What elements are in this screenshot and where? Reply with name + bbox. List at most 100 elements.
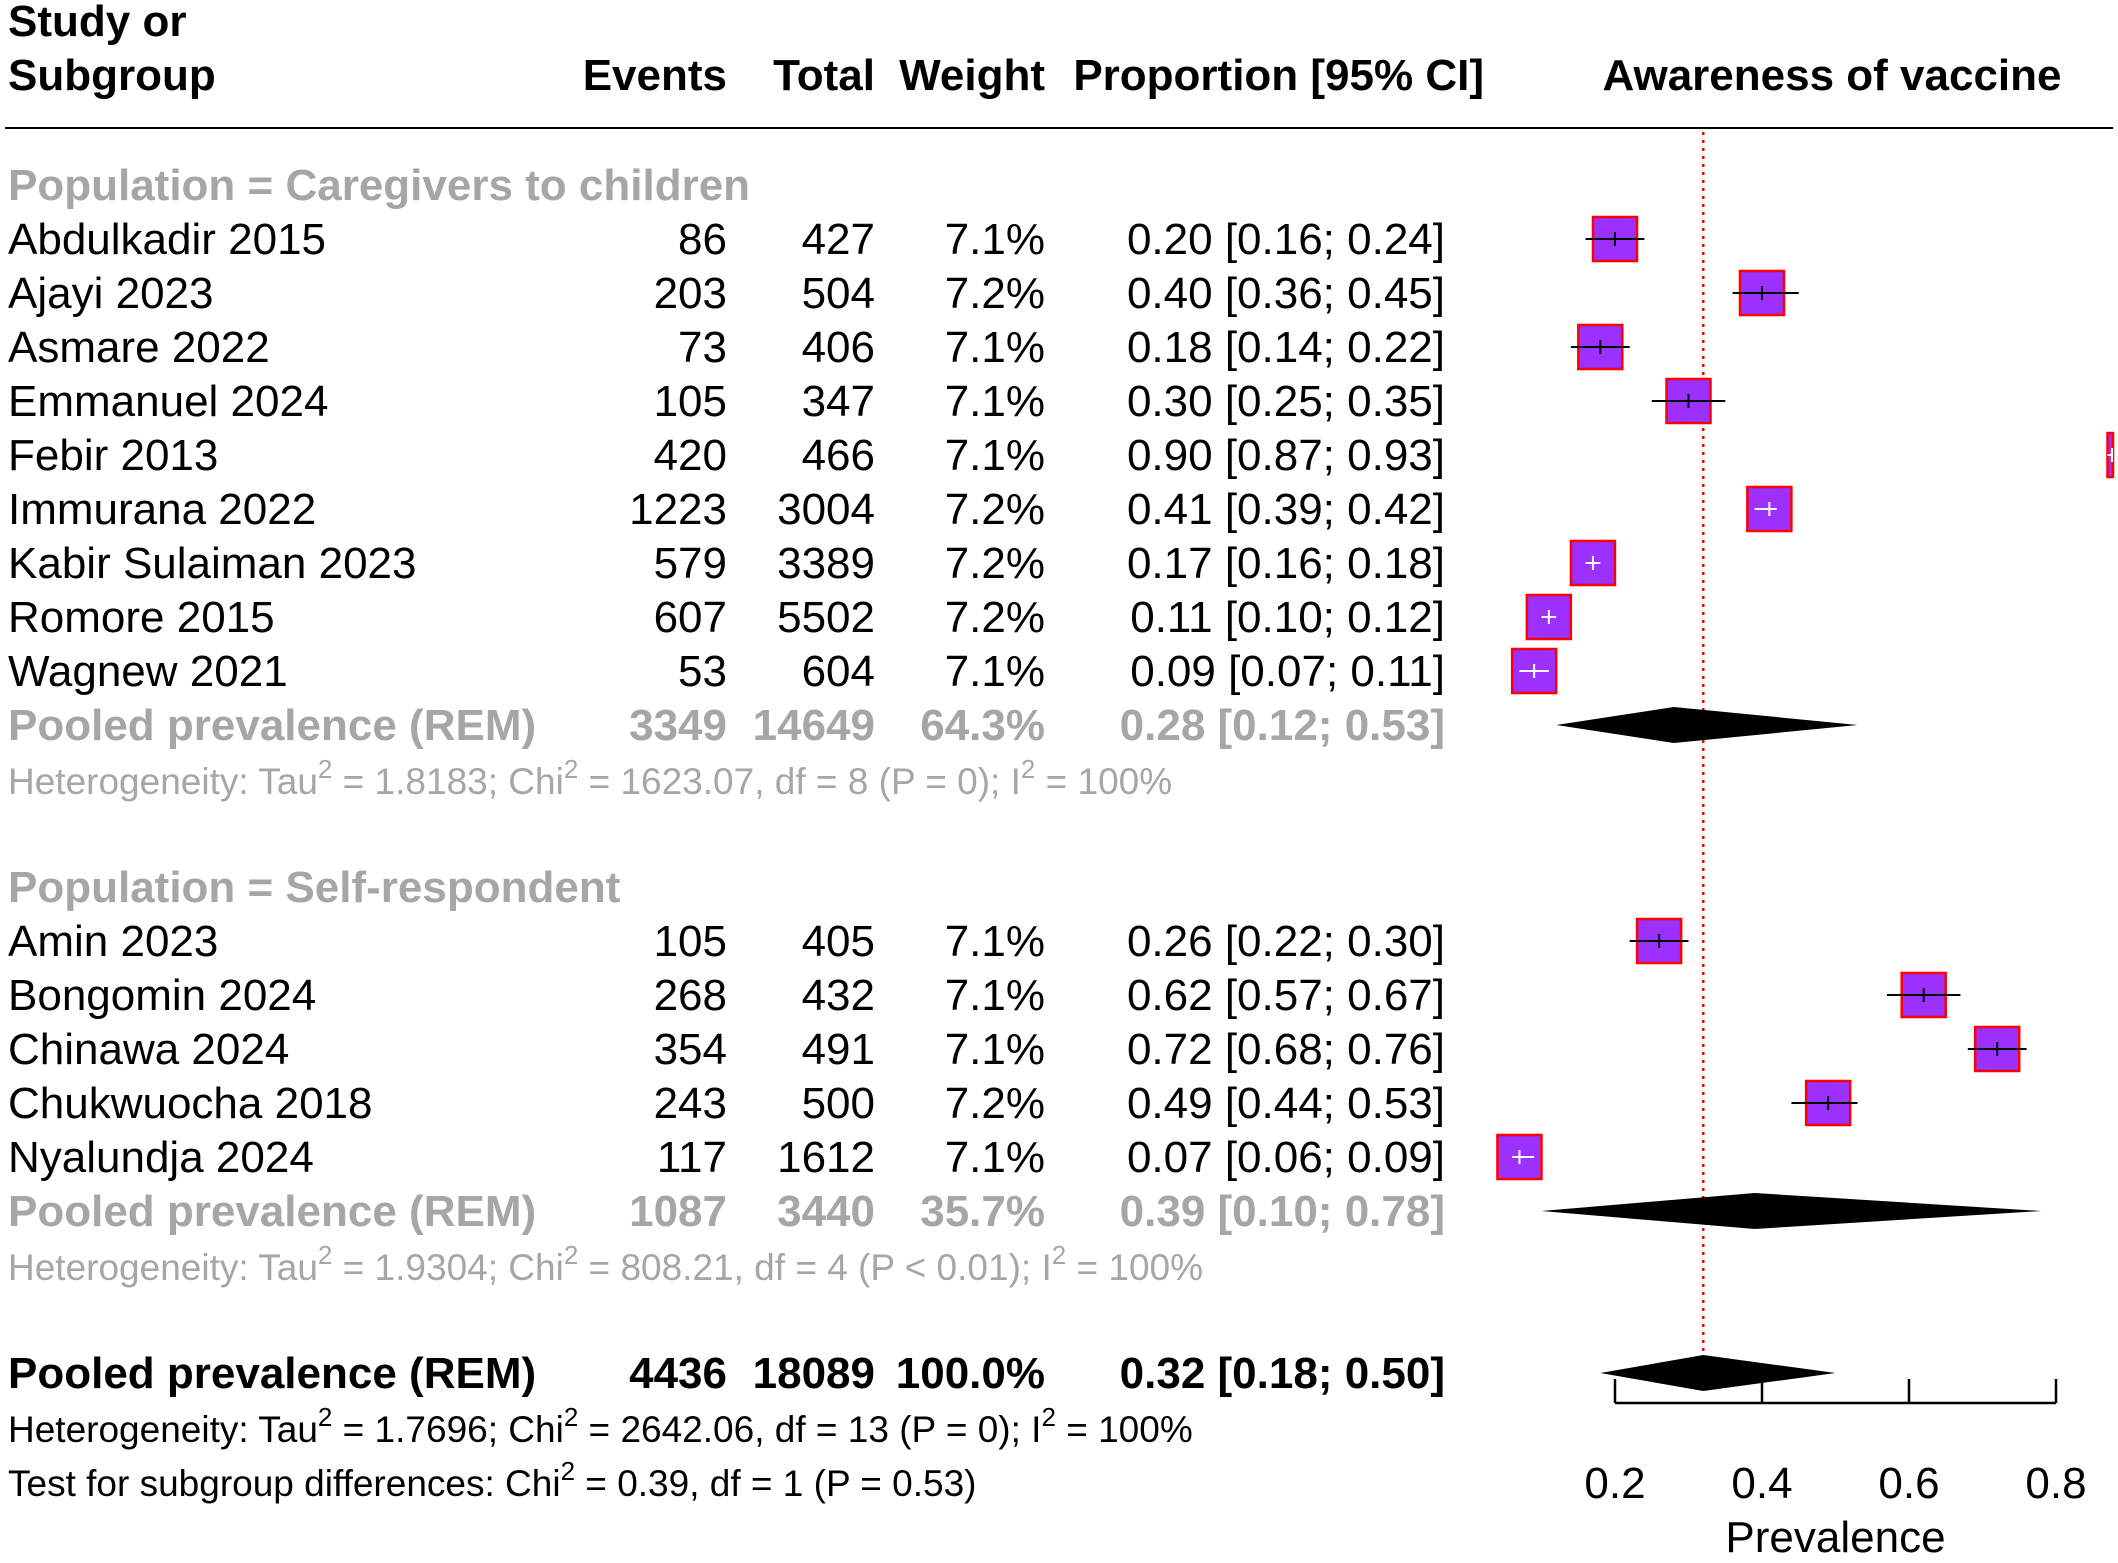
x-tick-label-1: 0.4 (1731, 1459, 1792, 1508)
pooled-1-diamond (1541, 1193, 2042, 1229)
study-0-5-ci-text: 0.41 [0.39; 0.42] (1127, 485, 1445, 534)
study-0-3-ci-text: 0.30 [0.25; 0.35] (1127, 377, 1445, 426)
header-proportion: Proportion [95% CI] (1073, 51, 1484, 100)
study-0-6-name: Kabir Sulaiman 2023 (8, 539, 416, 588)
study-1-1-events: 268 (654, 971, 727, 1020)
study-0-6-square (1569, 539, 1617, 587)
heterogeneity-0: Heterogeneity: Tau2 = 1.8183; Chi2 = 162… (8, 754, 1172, 802)
study-0-0-events: 86 (678, 215, 727, 264)
study-0-3-weight: 7.1% (945, 377, 1045, 426)
x-tick-label-2: 0.6 (1878, 1459, 1939, 1508)
study-0-8-total: 604 (802, 647, 875, 696)
subgroup-test: Test for subgroup differences: Chi2 = 0.… (8, 1456, 977, 1504)
overall-heterogeneity: Heterogeneity: Tau2 = 1.7696; Chi2 = 264… (8, 1402, 1193, 1450)
study-0-2-events: 73 (678, 323, 727, 372)
study-0-3-name: Emmanuel 2024 (8, 377, 328, 426)
study-0-8-name: Wagnew 2021 (8, 647, 288, 696)
study-0-3-events: 105 (654, 377, 727, 426)
study-1-4-events: 117 (657, 1133, 727, 1182)
study-0-4-ci-text: 0.90 [0.87; 0.93] (1127, 431, 1445, 480)
study-0-8-ci-text: 0.09 [0.07; 0.11] (1130, 647, 1445, 696)
overall-pooled-weight: 100.0% (896, 1349, 1045, 1398)
study-1-3-events: 243 (654, 1079, 727, 1128)
study-1-2-events: 354 (654, 1025, 727, 1074)
study-1-3-ci-text: 0.49 [0.44; 0.53] (1127, 1079, 1445, 1128)
pooled-0-total: 14649 (753, 701, 875, 750)
study-1-4-ci-text: 0.07 [0.06; 0.09] (1127, 1133, 1445, 1182)
study-0-1-name: Ajayi 2023 (8, 269, 213, 318)
study-0-1-weight: 7.2% (945, 269, 1045, 318)
study-0-8-events: 53 (678, 647, 727, 696)
study-0-5-name: Immurana 2022 (8, 485, 316, 534)
study-0-6-ci-text: 0.17 [0.16; 0.18] (1127, 539, 1445, 588)
study-0-0-total: 427 (802, 215, 875, 264)
pooled-1-weight: 35.7% (920, 1187, 1045, 1236)
study-0-7-events: 607 (654, 593, 727, 642)
study-0-4-name: Febir 2013 (8, 431, 218, 480)
study-0-4-events: 420 (654, 431, 727, 480)
study-0-7-weight: 7.2% (945, 593, 1045, 642)
study-0-5-events: 1223 (629, 485, 727, 534)
header-plot: Awareness of vaccine (1603, 51, 2062, 100)
study-1-2-weight: 7.1% (945, 1025, 1045, 1074)
header-total: Total (773, 51, 875, 100)
study-1-2-name: Chinawa 2024 (8, 1025, 289, 1074)
pooled-0-weight: 64.3% (920, 701, 1045, 750)
study-1-2-total: 491 (802, 1025, 875, 1074)
study-0-7-name: Romore 2015 (8, 593, 275, 642)
pooled-0-diamond (1556, 707, 1858, 743)
study-0-7-ci-text: 0.11 [0.10; 0.12] (1130, 593, 1445, 642)
study-0-2-weight: 7.1% (945, 323, 1045, 372)
pooled-1-ci-text: 0.39 [0.10; 0.78] (1120, 1187, 1445, 1236)
x-tick-label-0: 0.2 (1584, 1459, 1645, 1508)
pooled-0-label: Pooled prevalence (REM) (8, 701, 536, 750)
study-1-4-total: 1612 (777, 1133, 875, 1182)
study-1-4-weight: 7.1% (945, 1133, 1045, 1182)
pooled-1-label: Pooled prevalence (REM) (8, 1187, 536, 1236)
heterogeneity-1: Heterogeneity: Tau2 = 1.9304; Chi2 = 808… (8, 1240, 1203, 1288)
x-tick-label-3: 0.8 (2025, 1459, 2086, 1508)
study-0-6-events: 579 (654, 539, 727, 588)
x-axis-label: Prevalence (1725, 1513, 1945, 1562)
overall-pooled-events: 4436 (629, 1349, 727, 1398)
overall-pooled-total: 18089 (753, 1349, 875, 1398)
header-study-line1: Study or (8, 0, 186, 46)
subgroup-label-0: Population = Caregivers to children (8, 161, 750, 210)
study-0-4-total: 466 (802, 431, 875, 480)
pooled-0-events: 3349 (629, 701, 727, 750)
overall-pooled-label: Pooled prevalence (REM) (8, 1349, 536, 1398)
study-1-3-weight: 7.2% (945, 1079, 1045, 1128)
study-1-2-ci-text: 0.72 [0.68; 0.76] (1127, 1025, 1445, 1074)
study-1-0-name: Amin 2023 (8, 917, 218, 966)
header-weight: Weight (899, 51, 1045, 100)
overall-pooled-diamond (1600, 1355, 1836, 1391)
study-1-0-weight: 7.1% (945, 917, 1045, 966)
study-1-1-weight: 7.1% (945, 971, 1045, 1020)
subgroup-label-1: Population = Self-respondent (8, 863, 621, 912)
study-1-4-name: Nyalundja 2024 (8, 1133, 314, 1182)
study-0-0-name: Abdulkadir 2015 (8, 215, 326, 264)
study-1-0-events: 105 (654, 917, 727, 966)
study-0-2-total: 406 (802, 323, 875, 372)
study-0-6-total: 3389 (777, 539, 875, 588)
study-1-1-total: 432 (802, 971, 875, 1020)
study-0-4-weight: 7.1% (945, 431, 1045, 480)
pooled-0-ci-text: 0.28 [0.12; 0.53] (1120, 701, 1445, 750)
study-0-1-events: 203 (654, 269, 727, 318)
header-events: Events (583, 51, 727, 100)
study-1-0-ci-text: 0.26 [0.22; 0.30] (1127, 917, 1445, 966)
pooled-1-total: 3440 (777, 1187, 875, 1236)
study-0-5-weight: 7.2% (945, 485, 1045, 534)
study-0-0-ci-text: 0.20 [0.16; 0.24] (1127, 215, 1445, 264)
study-0-7-total: 5502 (777, 593, 875, 642)
study-0-0-weight: 7.1% (945, 215, 1045, 264)
study-1-3-name: Chukwuocha 2018 (8, 1079, 372, 1128)
header-study-line2: Subgroup (8, 51, 216, 100)
study-0-6-weight: 7.2% (945, 539, 1045, 588)
study-1-3-total: 500 (802, 1079, 875, 1128)
study-0-5-total: 3004 (777, 485, 875, 534)
study-0-8-weight: 7.1% (945, 647, 1045, 696)
study-1-1-name: Bongomin 2024 (8, 971, 316, 1020)
study-0-3-total: 347 (802, 377, 875, 426)
